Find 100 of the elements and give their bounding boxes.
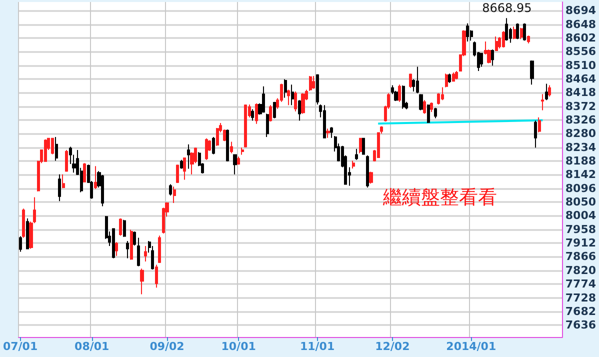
y-tick-label: 7820 [565, 264, 596, 277]
candlestick [366, 154, 369, 188]
candlestick [244, 104, 247, 148]
candlestick [527, 35, 530, 44]
candlestick [316, 74, 319, 106]
candlestick [330, 126, 333, 138]
y-tick-label: 8464 [565, 72, 596, 86]
candlestick [51, 137, 54, 155]
y-tick-label: 7636 [565, 318, 596, 332]
candlestick [455, 70, 458, 80]
candlestick [269, 104, 272, 122]
y-tick-label: 7728 [565, 291, 596, 304]
candlestick [301, 92, 305, 114]
y-tick-label: 7958 [565, 222, 596, 236]
candlestick [466, 22, 469, 42]
y-tick-label: 8510 [565, 58, 596, 72]
annotation: 繼續盤整看看 [382, 186, 497, 208]
y-tick-label: 8418 [565, 86, 596, 100]
x-tick-label: 11/01 [300, 340, 335, 353]
candlestick [140, 268, 144, 295]
candlestick [266, 113, 269, 138]
y-tick-label: 8188 [565, 154, 596, 168]
candlestick [94, 166, 97, 190]
candlestick [545, 83, 548, 101]
candlestick [534, 120, 537, 148]
candlestick [58, 174, 61, 202]
x-tick-label: 10/01 [221, 340, 256, 353]
y-tick-label: 7682 [565, 304, 596, 318]
candlestick [273, 101, 276, 119]
y-tick-label: 8602 [565, 31, 596, 44]
candlestick [516, 22, 519, 40]
candlestick [312, 76, 315, 90]
candlestick [241, 147, 244, 156]
y-tick-label: 8556 [565, 45, 596, 58]
candlestick [55, 136, 58, 162]
candlestick [523, 22, 526, 42]
x-tick-label: 2014/01 [446, 340, 496, 353]
candlestick [226, 129, 229, 162]
x-tick-label: 08/01 [74, 340, 110, 353]
candlestick [284, 78, 287, 98]
candlestick [173, 186, 176, 204]
candlestick [491, 49, 494, 66]
candlestick [251, 108, 254, 122]
candlestick [62, 174, 65, 189]
candlestick [291, 84, 294, 106]
candlestick [26, 218, 29, 250]
candlestick [169, 184, 172, 196]
candlestick [530, 60, 534, 86]
candlestick [294, 90, 297, 112]
candlestick [212, 136, 215, 155]
candlestick [44, 138, 47, 162]
candlestick [423, 100, 426, 114]
x-tick-label: 09/02 [150, 340, 184, 353]
candlestick [287, 89, 290, 106]
candlestick [398, 84, 401, 102]
candlestick [183, 156, 186, 180]
candlestick [176, 164, 179, 184]
candlestick [548, 84, 551, 98]
candlestick [190, 152, 194, 175]
candlestick [323, 104, 326, 139]
candlestick [430, 102, 433, 112]
y-tick-label: 8648 [565, 18, 596, 31]
candlestick [119, 218, 122, 236]
candlestick [448, 73, 451, 84]
candlestick [144, 246, 147, 262]
candlestick [409, 73, 412, 88]
candlestick [230, 141, 233, 154]
candlestick [123, 219, 126, 238]
candlestick [130, 229, 133, 260]
candlestick [158, 235, 161, 264]
candlestick [205, 138, 208, 160]
candlestick [298, 100, 301, 122]
candlestick [502, 30, 505, 48]
candlestick [434, 107, 437, 119]
candlestick [180, 159, 183, 170]
candlestick [101, 174, 104, 207]
candlestick [538, 116, 541, 133]
y-tick-label: 7774 [565, 278, 596, 291]
candlestick [402, 85, 405, 110]
x-tick-label: 12/02 [375, 340, 410, 353]
candlestick [352, 160, 355, 169]
y-tick-label: 7912 [565, 236, 596, 250]
y-tick-label: 8326 [565, 114, 596, 127]
candlestick [369, 171, 373, 184]
candlestick [427, 104, 430, 124]
candlestick [309, 76, 312, 92]
candlestick [233, 154, 237, 175]
y-tick-label: 7866 [565, 250, 596, 264]
candlestick [83, 162, 86, 183]
candlestick [237, 156, 240, 166]
candlestick [441, 86, 444, 101]
candlestick [326, 128, 330, 138]
y-tick-label: 8050 [565, 196, 596, 209]
y-tick-label: 8234 [565, 140, 596, 154]
candlestick [452, 72, 455, 82]
candlestick [355, 148, 358, 160]
candlestick [133, 230, 136, 246]
annotation: 8668.95 [482, 1, 532, 16]
candlestick [126, 240, 129, 259]
candlestick [416, 66, 419, 94]
